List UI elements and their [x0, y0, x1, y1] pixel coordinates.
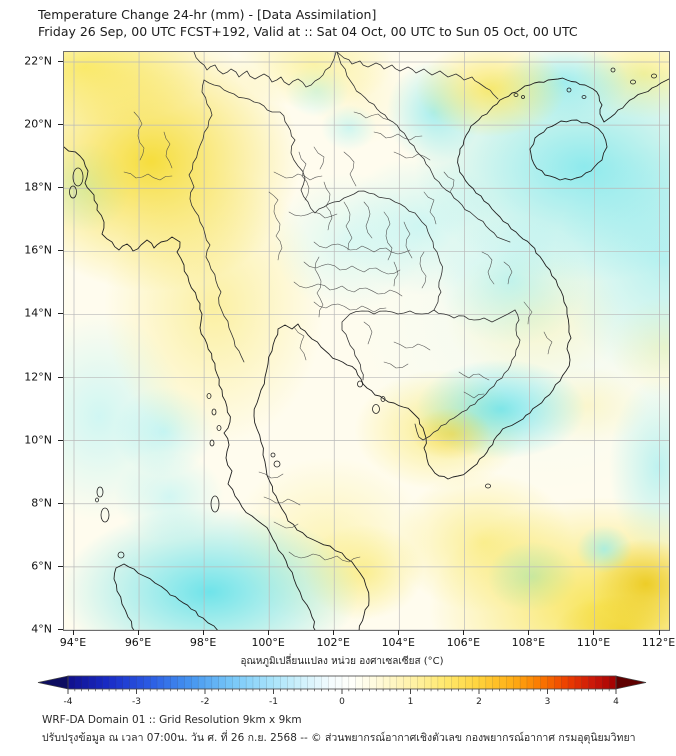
y-tick-mark [58, 187, 63, 189]
x-tick-label: 104°E [381, 636, 416, 649]
y-tick-mark [58, 124, 63, 126]
colorbar: -4 -3 -2 -1 0 1 2 3 4 [37, 675, 647, 707]
y-tick-mark [58, 313, 63, 315]
x-tick-mark [398, 630, 400, 635]
y-tick-label: 8°N [31, 496, 52, 510]
page-subtitle: Friday 26 Sep, 00 UTC FCST+192, Valid at… [38, 24, 578, 39]
y-tick-label: 10°N [24, 433, 52, 447]
svg-text:4: 4 [613, 697, 619, 707]
x-tick-label: 110°E [576, 636, 611, 649]
y-tick-mark [58, 565, 63, 567]
y-tick-label: 12°N [24, 370, 52, 384]
svg-text:2: 2 [476, 697, 482, 707]
y-tick-label: 22°N [24, 54, 52, 68]
svg-text:0: 0 [339, 697, 345, 707]
y-tick-mark [58, 376, 63, 378]
x-tick-label: 98°E [189, 636, 217, 649]
map-gridlines [64, 52, 669, 630]
y-tick-mark [58, 61, 63, 62]
x-tick-label: 94°E [59, 636, 87, 649]
x-tick-label: 112°E [641, 636, 676, 649]
x-tick-mark [593, 630, 595, 635]
y-tick-mark [58, 628, 63, 630]
x-tick-label: 108°E [511, 636, 546, 649]
svg-text:-4: -4 [64, 697, 73, 707]
y-tick-mark [58, 250, 63, 252]
x-tick-label: 106°E [446, 636, 481, 649]
svg-text:-3: -3 [132, 697, 141, 707]
page-title: Temperature Change 24-hr (mm) - [Data As… [38, 7, 377, 22]
y-tick-mark [58, 439, 63, 441]
y-tick-label: 16°N [24, 243, 52, 257]
footer-domain-info: WRF-DA Domain 01 :: Grid Resolution 9km … [42, 714, 302, 726]
svg-text:-2: -2 [201, 697, 210, 707]
x-tick-mark [268, 630, 270, 635]
y-tick-mark [58, 502, 63, 504]
map-coastlines-and-borders [64, 52, 669, 630]
x-tick-mark [333, 630, 335, 635]
x-tick-mark [138, 630, 140, 635]
colorbar-label: อุณหภูมิเปลี่ยนแปลง หน่วย องศาเซลเซียส (… [240, 656, 444, 667]
y-tick-label: 14°N [24, 306, 52, 320]
svg-text:1: 1 [408, 697, 414, 707]
y-tick-label: 6°N [31, 559, 52, 573]
x-tick-label: 100°E [251, 636, 285, 649]
x-tick-mark [528, 630, 530, 635]
y-tick-label: 4°N [31, 622, 52, 636]
y-tick-label: 18°N [24, 180, 52, 194]
svg-text:3: 3 [545, 697, 551, 707]
svg-text:-1: -1 [269, 697, 278, 707]
footer-update-info: ปรับปรุงข้อมูล ณ เวลา 07:00น. วัน ศ. ที่… [42, 732, 636, 744]
x-tick-label: 96°E [124, 636, 152, 649]
temperature-anomaly-field [64, 52, 669, 630]
x-tick-mark [203, 630, 205, 635]
x-tick-label: 102°E [316, 636, 350, 649]
x-tick-mark [73, 630, 74, 635]
x-tick-mark [463, 630, 465, 635]
map-plot [63, 51, 670, 631]
y-tick-label: 20°N [24, 117, 52, 131]
x-tick-mark [658, 630, 660, 635]
